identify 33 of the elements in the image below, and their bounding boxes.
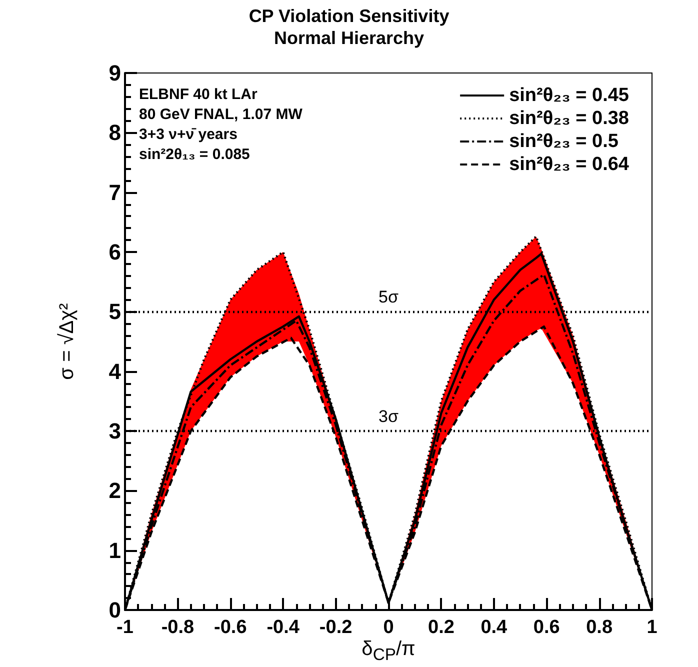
chart-title: CP Violation Sensitivity (248, 6, 450, 26)
legend-label: sin²θ₂₃ = 0.64 (509, 154, 630, 175)
legend-label: sin²θ₂₃ = 0.38 (509, 108, 630, 129)
chart-subtitle: Normal Hierarchy (274, 28, 424, 48)
annotation: ELBNF 40 kt LAr (139, 86, 258, 103)
ref-line-label: 5σ (378, 288, 399, 307)
y-tick-label: 6 (108, 240, 121, 264)
annotation: sin²2θ₁₃ = 0.085 (139, 146, 250, 163)
y-axis-title: σ = √Δχ² (56, 302, 78, 380)
x-tick-label: 0.4 (480, 617, 508, 638)
x-tick-label: 0.2 (428, 617, 454, 638)
y-tick-label: 1 (108, 538, 121, 563)
legend-label: sin²θ₂₃ = 0.45 (509, 85, 630, 106)
y-tick-label: 9 (108, 60, 121, 86)
ref-line-label: 3σ (378, 407, 399, 426)
x-tick-label: 0.8 (586, 617, 613, 638)
x-tick-label: 0 (383, 617, 394, 638)
y-tick-label: 4 (108, 358, 122, 384)
x-tick-label: -0.8 (161, 617, 194, 638)
y-tick-label: 7 (108, 180, 121, 205)
x-axis-title: δ$_{CP}$/π (360, 638, 416, 666)
x-tick-label: 0.6 (533, 617, 560, 638)
x-tick-label: -0.6 (214, 617, 247, 638)
y-tick-label: 3 (108, 418, 121, 444)
x-tick-label: 1 (646, 617, 658, 638)
y-tick-label: 8 (108, 120, 121, 146)
x-tick-label: -0.2 (319, 617, 352, 638)
x-tick-label: -0.4 (266, 617, 300, 638)
y-tick-label: 5 (108, 299, 121, 324)
annotation: 3+3 ν+ν̄ years (139, 126, 238, 143)
y-tick-label: 2 (108, 478, 121, 504)
legend-label: sin²θ₂₃ = 0.5 (509, 131, 619, 152)
annotation: 80 GeV FNAL, 1.07 MW (139, 106, 304, 123)
